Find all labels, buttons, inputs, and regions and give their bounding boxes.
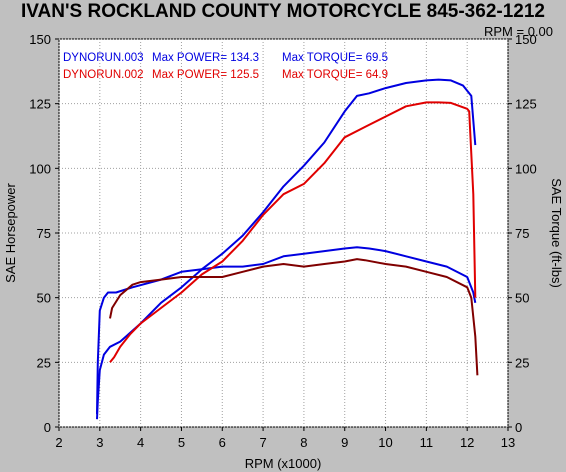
x-tick-label: 11 [420,435,434,450]
x-tick-label: 5 [178,435,185,450]
y-tick-label-right: 100 [515,161,537,176]
series-line-torque [96,246,477,415]
y-tick-label-left: 150 [29,32,51,47]
legend-max-torque: Max TORQUE= 69.5 [282,52,388,64]
y-tick-label-right: 75 [515,226,529,241]
series-layer [96,78,479,420]
tick-labels: 2 3 4 5 6 7 8 9 10 11 12 13025507510012515002550751… [29,32,536,450]
x-tick-label: 4 [137,435,144,450]
x-tick-label: 10 [378,435,392,450]
y-tick-label-right: 25 [515,355,529,370]
x-tick-label: 7 [259,435,266,450]
y-tick-label-right: 150 [515,32,537,47]
x-tick-label: 13 [501,435,515,450]
y-tick-label-left: 50 [37,291,51,306]
series-line-power [109,101,477,363]
legend-run-label: DYNORUN.002 [63,69,144,81]
y-tick-label-right: 125 [515,97,537,112]
chart-title: IVAN'S ROCKLAND COUNTY MOTORCYCLE 845-36… [21,1,545,22]
x-tick-label: 3 [96,435,103,450]
legend-max-torque: Max TORQUE= 64.9 [282,69,388,81]
x-tick-label: 6 [219,435,226,450]
x-axis-label: RPM (x1000) [245,456,322,471]
legend-max-power: Max POWER= 134.3 [152,52,259,64]
y-tick-label-right: 0 [515,420,522,435]
rpm-readout: RPM = 0.00 [484,24,553,39]
legend: DYNORUN.003 Max POWER= 134.3 Max TORQUE=… [63,52,388,81]
legend-run-label: DYNORUN.003 [63,52,144,64]
y-tick-label-right: 50 [515,291,529,306]
y-tick-label-left: 0 [44,420,51,435]
x-tick-label: 8 [300,435,307,450]
series-line-torque [109,258,479,376]
y-tick-label-left: 100 [29,161,51,176]
y-axis-label-left: SAE Horsepower [3,182,18,282]
legend-max-power: Max POWER= 125.5 [152,69,259,81]
x-tick-label: 2 [55,435,62,450]
y-tick-label-left: 75 [37,226,51,241]
series-line-power [96,78,477,420]
x-tick-label: 9 [341,435,348,450]
y-tick-label-left: 25 [37,355,51,370]
x-tick-label: 12 [460,435,474,450]
y-tick-label-left: 125 [29,97,51,112]
y-axis-label-right: SAE Torque (ft-lbs) [549,178,564,288]
